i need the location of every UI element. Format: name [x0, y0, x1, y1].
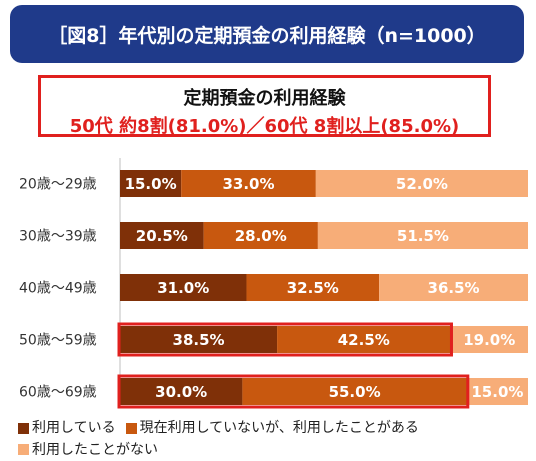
bar-segment — [120, 274, 247, 301]
data-label: 32.5% — [287, 279, 339, 297]
highlight-box — [117, 374, 470, 409]
bar-segment — [120, 170, 182, 197]
data-label: 19.0% — [463, 331, 515, 349]
data-label: 28.0% — [235, 227, 287, 245]
highlight-box — [117, 322, 453, 357]
callout-summary: 50代 約8割(81.0%)／60代 8割以上(85.0%) — [69, 116, 460, 137]
bar-segment — [120, 326, 278, 353]
data-label: 38.5% — [173, 331, 225, 349]
legend-label: 利用したことがない — [32, 441, 158, 458]
bar-segment — [120, 378, 243, 405]
legend-swatch — [18, 444, 29, 455]
legend-label: 現在利用していないが、利用したことがある — [139, 420, 419, 436]
data-label: 15.0% — [471, 383, 523, 401]
data-label: 42.5% — [338, 331, 390, 349]
legend-item: 利用している — [18, 418, 116, 438]
bar-segment — [277, 326, 451, 353]
data-label: 20.5% — [136, 227, 188, 245]
category-label: 40歳～49歳 — [19, 281, 97, 297]
bar-segment — [315, 170, 528, 197]
legend: 利用している 現在利用していないが、利用したことがある利用したことがない — [18, 418, 528, 461]
callout-heading: 定期預金の利用経験 — [183, 88, 346, 109]
category-label: 60歳～69歳 — [19, 385, 97, 401]
legend-swatch — [125, 422, 137, 434]
legend-item: 利用したことがない — [18, 440, 158, 460]
stacked-bar-chart: 20歳～29歳 15.0% 33.0% 52.0% 30歳～39歳 20.5% 28.0% 5… — [19, 158, 528, 409]
data-label: 36.5% — [428, 279, 480, 297]
bar-segment — [379, 274, 528, 301]
bar-segment — [181, 170, 316, 197]
bar-segment — [317, 222, 528, 249]
bar-segment — [466, 378, 528, 405]
callout-box: 定期預金の利用経験 50代 約8割(81.0%)／60代 8割以上(85.0%) — [38, 75, 491, 137]
legend-item: 現在利用していないが、利用したことがある — [125, 418, 419, 438]
bar-segment — [242, 378, 467, 405]
bar-segment — [450, 326, 528, 353]
bar-segment — [120, 222, 204, 249]
data-label: 31.0% — [157, 279, 209, 297]
legend-label: 利用している — [32, 420, 116, 436]
data-label: 52.0% — [396, 175, 448, 193]
bar-segment — [203, 222, 318, 249]
data-label: 33.0% — [222, 175, 274, 193]
category-label: 30歳～39歳 — [19, 229, 97, 245]
legend-swatch — [18, 422, 29, 434]
chart-title: ［図8］年代別の定期預金の利用経験（n=1000） — [10, 5, 524, 63]
bar-segment — [246, 274, 380, 301]
category-label: 50歳～59歳 — [19, 333, 97, 349]
category-label: 20歳～29歳 — [19, 177, 97, 193]
data-label: 51.5% — [397, 227, 449, 245]
data-label: 55.0% — [329, 383, 381, 401]
data-label: 15.0% — [125, 175, 177, 193]
data-label: 30.0% — [155, 383, 207, 401]
